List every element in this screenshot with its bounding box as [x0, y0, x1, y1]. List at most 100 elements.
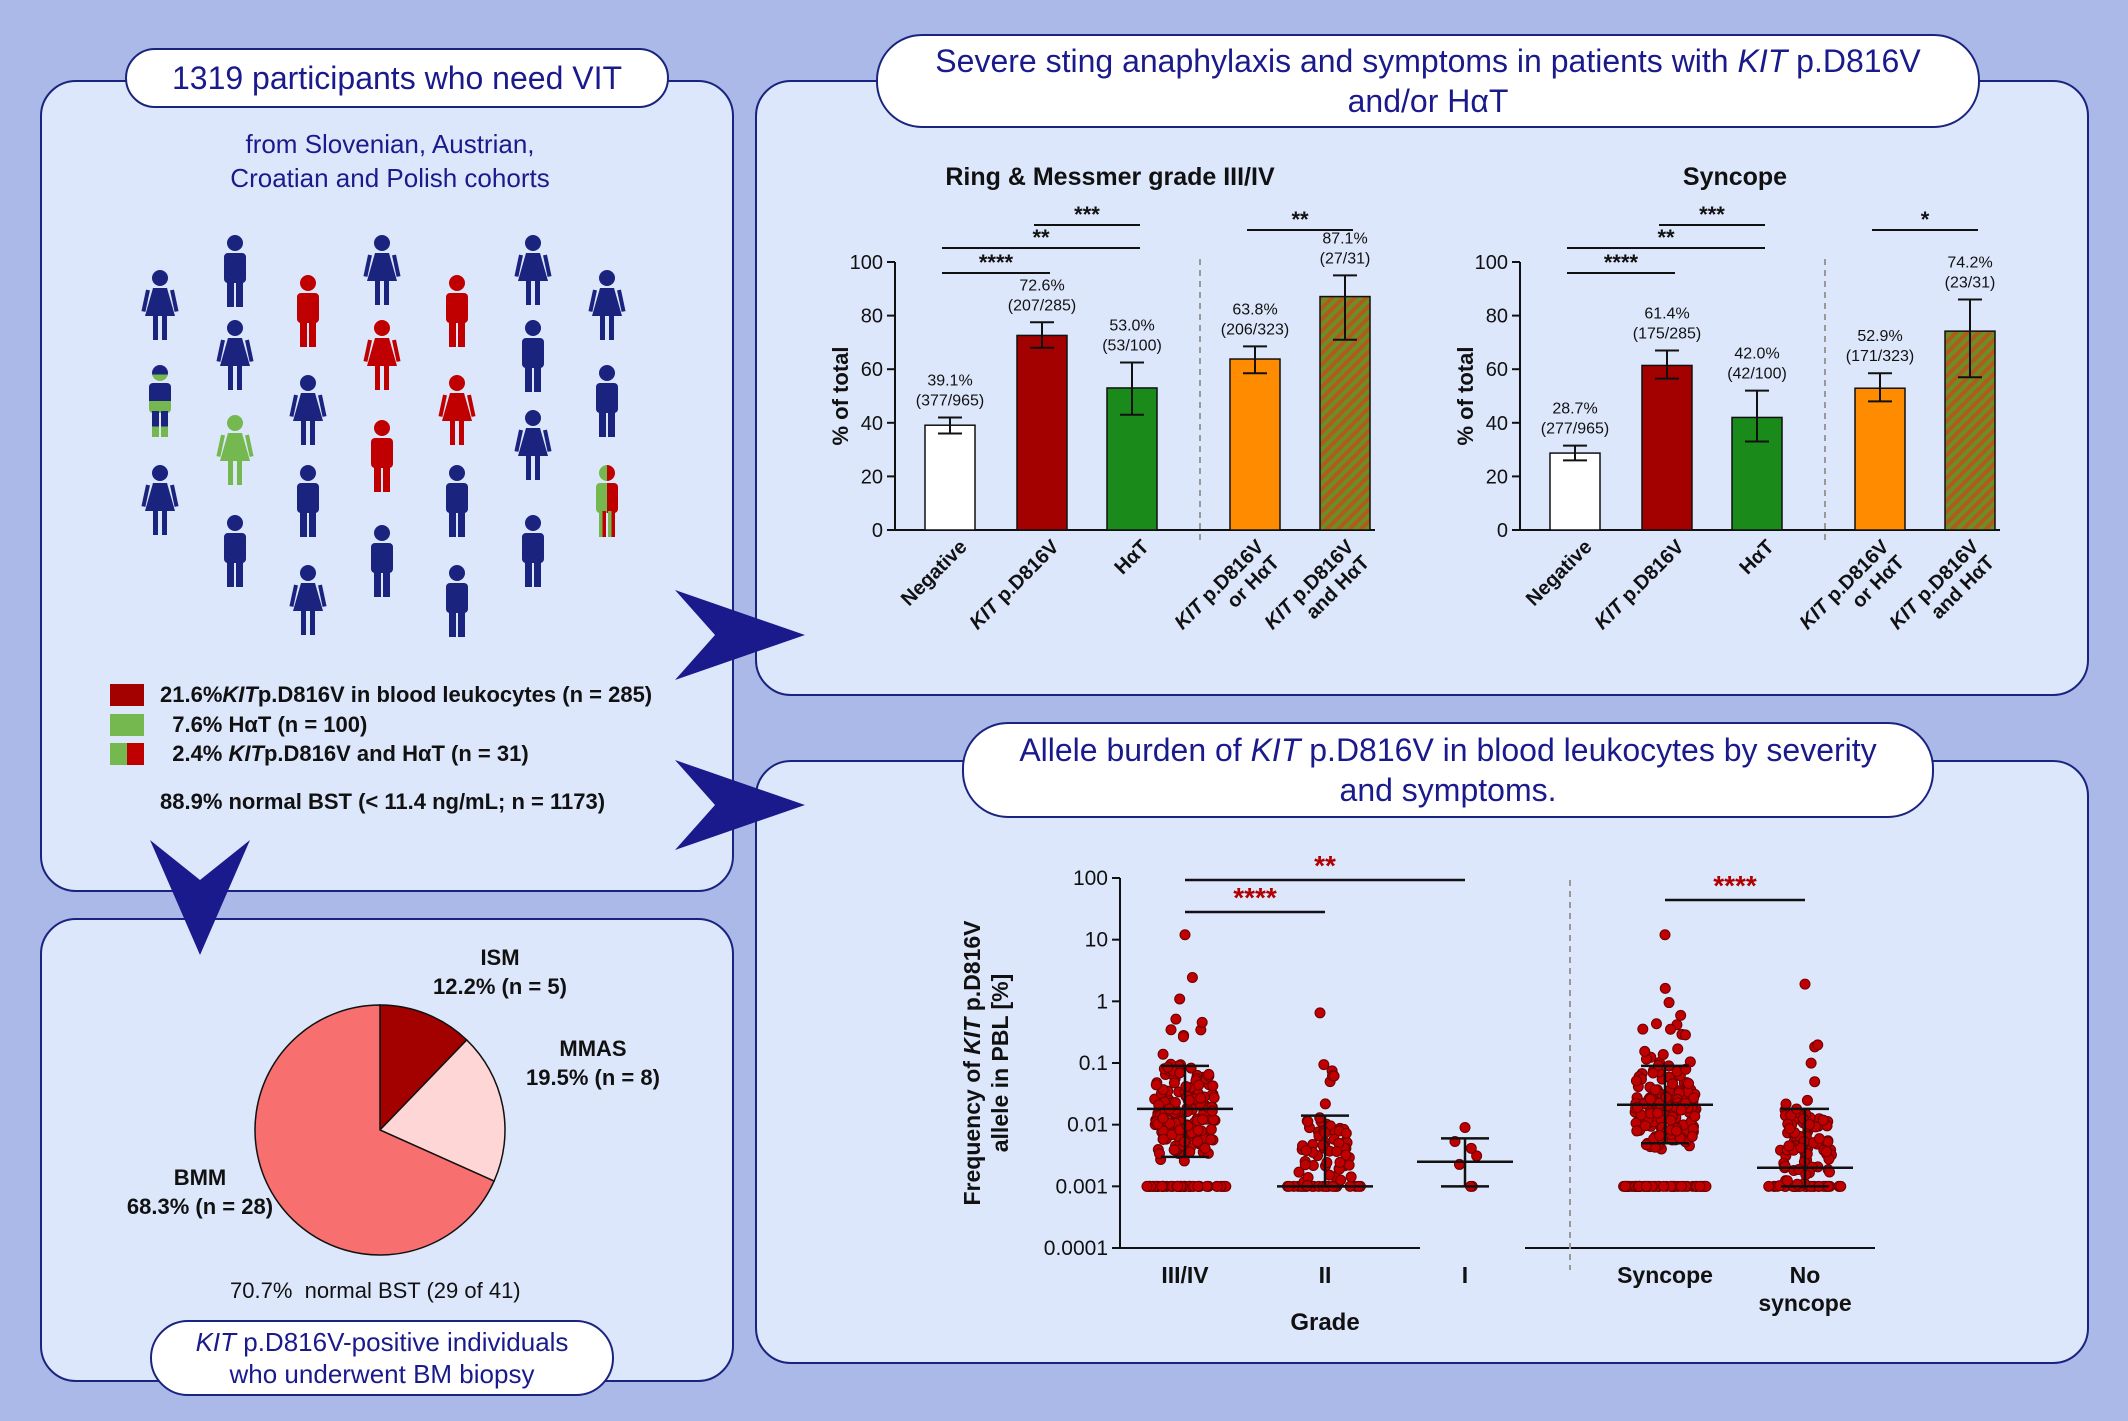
female-figure — [289, 375, 327, 445]
data-point — [1317, 1139, 1329, 1151]
y-axis-label: % of total — [1453, 347, 1478, 446]
bar — [1854, 387, 1906, 531]
data-point — [1321, 1157, 1333, 1169]
data-point — [1639, 1120, 1651, 1132]
male-figure — [596, 365, 618, 437]
scatter-group — [1141, 929, 1232, 1192]
x-tick-label: Negative — [1522, 536, 1597, 611]
significance-label: *** — [1699, 202, 1725, 227]
data-point — [1652, 1107, 1664, 1119]
data-point — [1783, 1140, 1795, 1152]
data-point — [1670, 1125, 1682, 1137]
x-tick-label: syncope — [1758, 1290, 1851, 1316]
data-point — [1679, 1029, 1691, 1041]
data-point — [1199, 1142, 1211, 1154]
data-point — [1157, 1112, 1169, 1124]
y-axis-label: % of total — [828, 347, 853, 446]
participant-figures — [141, 235, 626, 637]
female-figure — [289, 565, 327, 635]
arrow-to-anaphylaxis — [675, 590, 805, 680]
significance-label: * — [1921, 207, 1930, 232]
y-tick-label: 20 — [1486, 466, 1508, 488]
y-tick-label: 60 — [1486, 359, 1508, 381]
legend-both-swatch — [110, 743, 144, 765]
data-point — [1186, 972, 1198, 984]
data-point — [1340, 1127, 1352, 1139]
data-point — [1813, 1133, 1825, 1145]
x-tick-label: KIT p.D816V — [965, 536, 1064, 635]
data-label: 87.1% — [1322, 230, 1367, 247]
y-tick-label: 0.001 — [1055, 1175, 1108, 1198]
data-point — [1319, 1098, 1331, 1110]
pie-label-mmas: MMAS 19.5% (n = 8) — [526, 1036, 660, 1090]
x-tick-label: KIT p.D816Vor HαT — [1795, 536, 1909, 650]
y-tick-label: 100 — [850, 252, 883, 274]
data-point — [1665, 1023, 1677, 1035]
y-tick-label: 40 — [861, 413, 883, 435]
data-point — [1799, 978, 1811, 990]
data-label: 53.0% — [1109, 318, 1154, 335]
significance-label: ** — [1657, 225, 1675, 250]
bm-normal-bst: 70.7% normal BST (29 of 41) — [230, 1278, 521, 1303]
data-point — [1683, 1078, 1695, 1090]
data-point — [1174, 993, 1186, 1005]
male-figure — [224, 515, 246, 587]
male-figure — [149, 365, 171, 437]
male-figure — [297, 465, 319, 537]
scatter-group — [1763, 978, 1847, 1192]
data-point — [1191, 1135, 1203, 1147]
data-point — [1781, 1175, 1793, 1187]
data-point — [1631, 1125, 1643, 1137]
y-tick-label: 0.0001 — [1044, 1237, 1108, 1260]
data-point — [1659, 929, 1671, 941]
participants-title: 1319 participants who need VIT — [125, 48, 669, 108]
x-tick-label: No — [1790, 1262, 1821, 1288]
male-figure — [522, 320, 544, 392]
data-point — [1649, 1084, 1661, 1096]
y-tick-label: 0.1 — [1079, 1052, 1108, 1075]
data-point — [1314, 1007, 1326, 1019]
data-point — [1207, 1080, 1219, 1092]
data-point — [1302, 1115, 1314, 1127]
data-label: (171/323) — [1846, 348, 1915, 365]
data-point — [1791, 1178, 1803, 1190]
male-figure — [371, 420, 393, 492]
data-point — [1141, 1180, 1153, 1192]
data-label: 39.1% — [927, 372, 972, 389]
data-point — [1168, 1144, 1180, 1156]
x-tick-label: I — [1462, 1262, 1468, 1288]
male-figure — [522, 515, 544, 587]
y-tick-label: 20 — [861, 466, 883, 488]
significance-label: ** — [1291, 207, 1309, 232]
significance-label: **** — [1713, 870, 1757, 901]
bar — [924, 424, 976, 531]
data-point — [1637, 1023, 1649, 1035]
data-point — [1157, 1133, 1169, 1145]
female-figure — [216, 320, 254, 390]
data-point — [1657, 1180, 1669, 1192]
bar — [1641, 364, 1693, 531]
y-tick-label: 40 — [1486, 413, 1508, 435]
data-point — [1192, 1180, 1204, 1192]
syncope-bar-chart: Syncope % of total 0 20 40 60 80 100 28.7% (277/9… — [1453, 163, 2000, 650]
data-point — [1345, 1171, 1357, 1183]
pie-slice-bmm — [254, 1004, 496, 1256]
grade-bar-chart: Ring & Messmer grade III/IV % of total 0 20… — [828, 163, 1375, 635]
data-point — [1675, 1009, 1687, 1021]
data-point — [1820, 1146, 1832, 1158]
data-point — [1197, 1114, 1209, 1126]
data-point — [1780, 1098, 1792, 1110]
data-point — [1211, 1180, 1223, 1192]
female-figure — [514, 235, 552, 305]
significance-label: *** — [1074, 202, 1100, 227]
legend-kit: 21.6% KIT p.D816V in blood leukocytes (n… — [110, 682, 652, 708]
data-point — [1318, 1059, 1330, 1071]
data-point — [1801, 1094, 1813, 1106]
data-point — [1174, 1067, 1186, 1079]
data-point — [1335, 1174, 1347, 1186]
data-label: (206/323) — [1221, 321, 1290, 338]
female-figure — [363, 320, 401, 390]
data-point — [1644, 1093, 1656, 1105]
x-tick-label: III/IV — [1161, 1262, 1209, 1288]
data-point — [1331, 1145, 1343, 1157]
